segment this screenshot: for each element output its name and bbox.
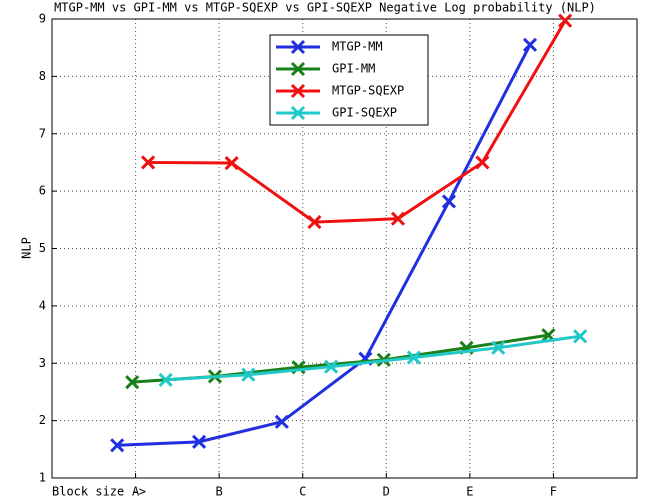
marker — [491, 340, 506, 355]
y-tick-label: 5 — [39, 241, 46, 255]
x-tick-label: E — [466, 485, 473, 499]
marker — [125, 375, 140, 390]
legend-marker — [290, 61, 306, 77]
x-tick-label: Block size -> — [52, 485, 146, 499]
marker — [307, 215, 322, 230]
marker — [406, 350, 421, 365]
marker — [274, 414, 289, 429]
marker — [390, 211, 406, 226]
x-tick-label: D — [383, 485, 390, 499]
x-tick-label: A — [132, 485, 140, 499]
marker — [475, 155, 490, 170]
legend-label: MTGP-MM — [332, 40, 383, 54]
legend-label: GPI-SQEXP — [332, 106, 397, 120]
marker — [141, 155, 156, 170]
y-axis-label: NLP — [20, 237, 34, 259]
marker — [324, 359, 339, 374]
legend-marker — [290, 105, 306, 121]
marker — [558, 13, 573, 28]
y-tick-label: 3 — [39, 356, 46, 370]
line — [148, 19, 567, 224]
marker — [192, 434, 207, 449]
marker — [110, 438, 125, 453]
legend-label: GPI-MM — [332, 62, 375, 76]
y-tick-label: 4 — [39, 298, 46, 312]
marker — [573, 329, 588, 344]
x-tick-label: B — [216, 485, 223, 499]
y-tick-label: 1 — [39, 471, 46, 485]
marker — [241, 367, 256, 382]
x-tick-label: C — [299, 485, 306, 499]
chart-title: MTGP-MM vs GPI-MM vs MTGP-SQEXP vs GPI-S… — [54, 1, 596, 15]
axes-box — [51, 18, 638, 479]
marker — [224, 155, 239, 171]
marker — [158, 372, 173, 387]
line — [165, 334, 581, 382]
y-tick-label: 2 — [39, 413, 46, 427]
marker — [522, 37, 538, 52]
marker — [441, 194, 457, 209]
y-tick-label: 9 — [39, 12, 46, 26]
legend-label: MTGP-SQEXP — [332, 84, 404, 98]
x-tick-label: F — [550, 485, 557, 499]
legend-marker — [290, 83, 306, 99]
legend-marker — [290, 39, 306, 55]
y-tick-label: 8 — [39, 69, 46, 83]
y-tick-label: 6 — [39, 184, 46, 198]
y-tick-label: 7 — [39, 126, 46, 140]
